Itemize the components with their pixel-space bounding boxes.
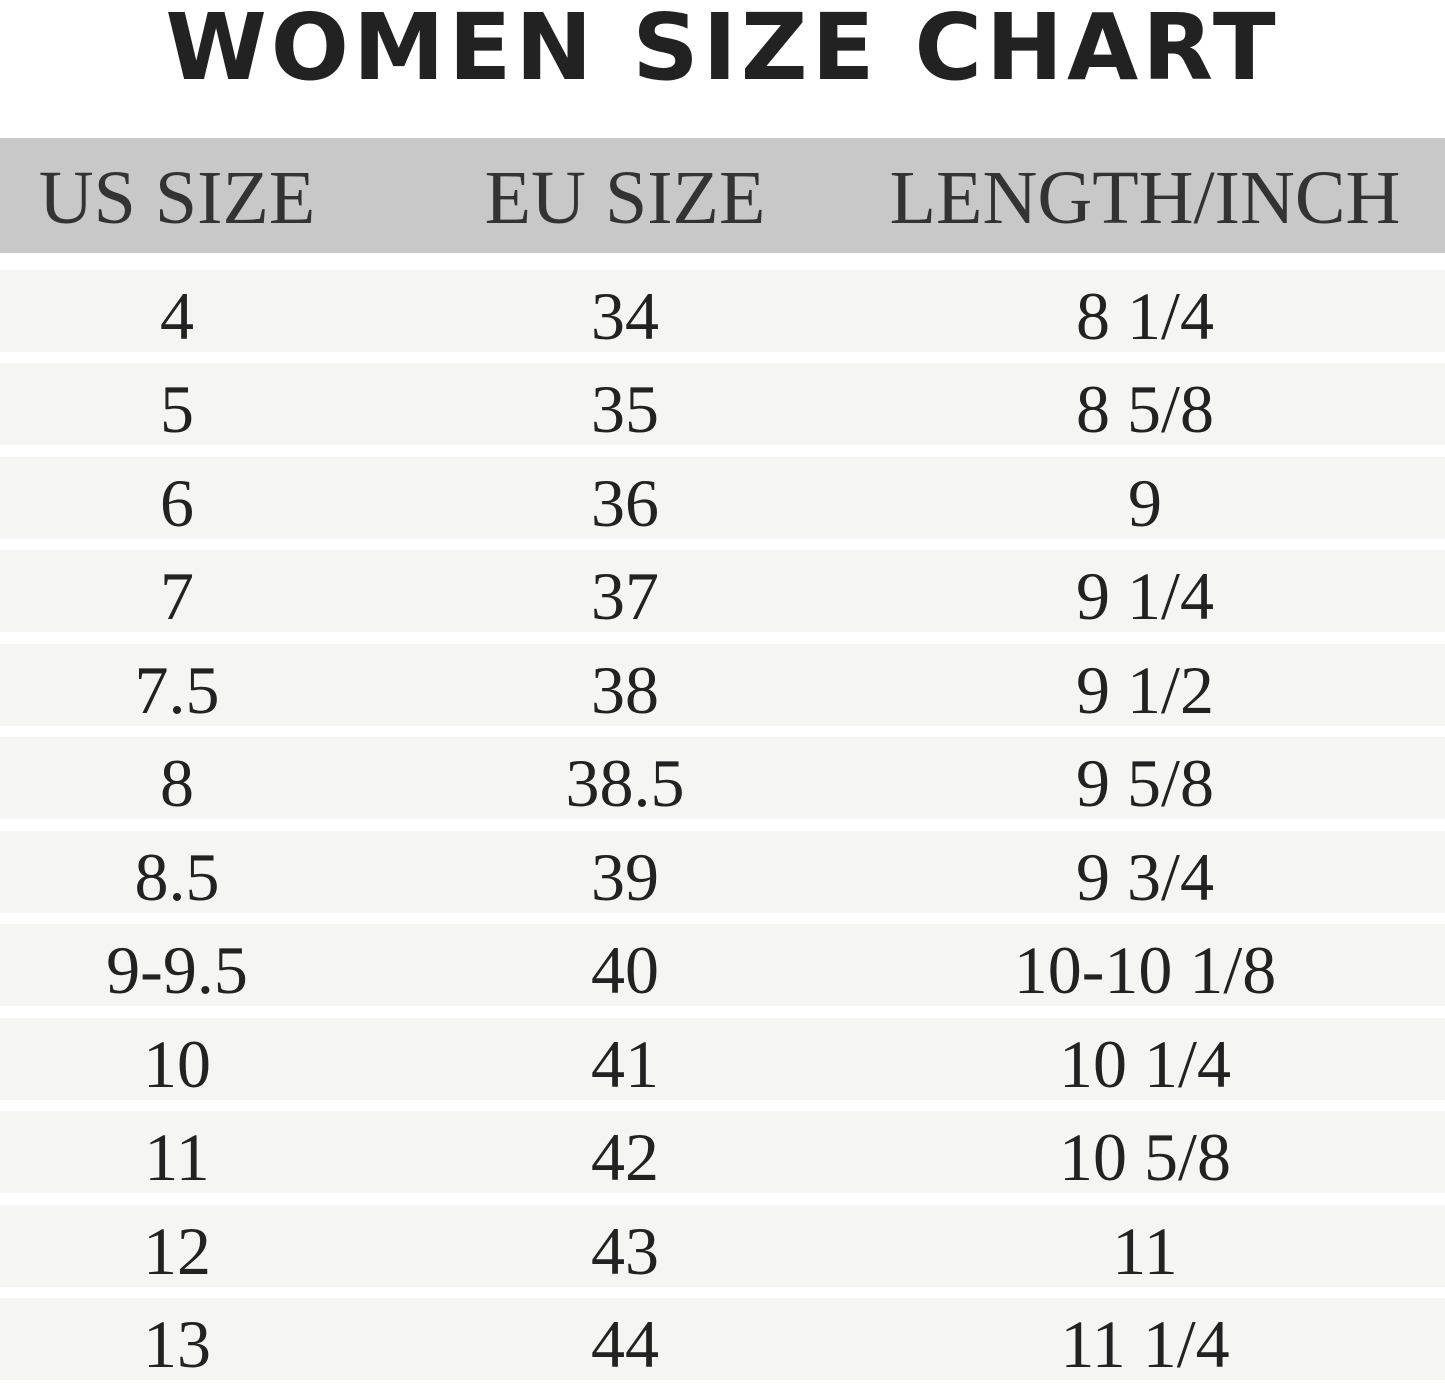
table-cell: 38 xyxy=(591,651,659,728)
table-row: 9-9.5 40 10-10 1/8 xyxy=(0,924,1445,1009)
table-cell: 10 5/8 xyxy=(1059,1119,1231,1196)
table-cell: 9 5/8 xyxy=(1076,745,1214,822)
table-cell: 42 xyxy=(591,1119,659,1196)
table-row: 8.5 39 9 3/4 xyxy=(0,830,1445,915)
table-cell: 36 xyxy=(591,464,659,541)
table-cell: 4 xyxy=(160,278,194,354)
table-header: US SIZE EU SIZE LENGTH/INCH xyxy=(0,138,1445,253)
header-cell: US SIZE xyxy=(38,156,316,240)
table-row: 10 41 10 1/4 xyxy=(0,1017,1445,1102)
table-cell: 9 1/2 xyxy=(1076,651,1214,728)
title: WOMEN SIZE CHART xyxy=(165,0,1280,101)
table-cell: 9 3/4 xyxy=(1076,838,1214,915)
table-row: 12 43 11 xyxy=(0,1204,1445,1289)
table-cell: 9 1/4 xyxy=(1076,558,1214,635)
table-cell: 11 xyxy=(1112,1212,1178,1289)
table-cell: 41 xyxy=(591,1025,659,1102)
table-cell: 8.5 xyxy=(134,838,220,915)
table-row: 5 35 8 5/8 xyxy=(0,363,1445,448)
table-row: 8 38.5 9 5/8 xyxy=(0,737,1445,822)
table-cell: 40 xyxy=(591,932,659,1009)
table-cell: 43 xyxy=(591,1212,659,1289)
table-cell: 6 xyxy=(160,464,194,541)
table-cell: 34 xyxy=(591,278,659,354)
table-row: 13 44 11 1/4 xyxy=(0,1298,1445,1382)
table-cell: 8 5/8 xyxy=(1076,371,1214,448)
table-cell: 10 1/4 xyxy=(1059,1025,1231,1102)
table-row: 7 37 9 1/4 xyxy=(0,550,1445,635)
table-cell: 39 xyxy=(591,838,659,915)
header-cell: EU SIZE xyxy=(484,156,766,240)
table-cell: 11 xyxy=(144,1119,210,1196)
table-row: 6 36 9 xyxy=(0,456,1445,541)
table-row: 7.5 38 9 1/2 xyxy=(0,643,1445,728)
table-cell: 8 1/4 xyxy=(1076,278,1214,354)
table-cell: 13 xyxy=(143,1306,211,1382)
table-cell: 9-9.5 xyxy=(106,932,248,1009)
table-cell: 7.5 xyxy=(134,651,220,728)
table-cell: 11 1/4 xyxy=(1060,1306,1230,1382)
table-cell: 12 xyxy=(143,1212,211,1289)
table-row: 11 42 10 5/8 xyxy=(0,1111,1445,1196)
table-cell: 10-10 1/8 xyxy=(1013,932,1277,1009)
table-cell: 8 xyxy=(160,745,194,822)
table-cell: 37 xyxy=(591,558,659,635)
table-cell: 10 xyxy=(143,1025,211,1102)
table-cell: 5 xyxy=(160,371,194,448)
table-cell: 35 xyxy=(591,371,659,448)
header-cell: LENGTH/INCH xyxy=(889,156,1401,240)
table-row: 4 34 8 1/4 xyxy=(0,270,1445,354)
table-cell: 7 xyxy=(160,558,194,635)
table-cell: 9 xyxy=(1128,464,1162,541)
table-cell: 44 xyxy=(591,1306,659,1382)
table-cell: 38.5 xyxy=(565,745,685,822)
